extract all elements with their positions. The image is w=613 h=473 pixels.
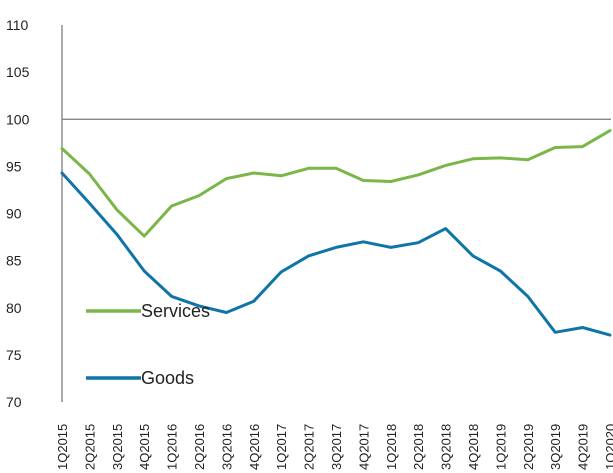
y-tick-label: 75 — [6, 347, 22, 363]
x-tick-label: 1Q2020 — [603, 424, 613, 470]
series-line-services — [60, 129, 612, 238]
x-tick-label: 2Q2018 — [411, 424, 426, 470]
y-axis: 70 75 80 85 90 95 100 105 110 — [6, 17, 63, 410]
y-tick-label: 100 — [6, 111, 30, 127]
x-tick-label: 3Q2017 — [329, 424, 344, 470]
x-tick-label: 1Q2018 — [384, 424, 399, 470]
x-tick-label: 4Q2015 — [137, 424, 152, 470]
legend-label-goods: Goods — [141, 368, 194, 388]
series-group — [60, 129, 612, 337]
x-tick-label: 3Q2016 — [219, 424, 234, 470]
x-tick-label: 2Q2016 — [192, 424, 207, 470]
legend-label-services: Services — [141, 301, 210, 321]
x-tick-label: 4Q2017 — [356, 424, 371, 470]
legend: Services Goods — [86, 301, 210, 388]
x-tick-label: 4Q2016 — [247, 424, 262, 470]
x-tick-label: 2Q2017 — [302, 424, 317, 470]
x-tick-label: 1Q2017 — [274, 424, 289, 470]
y-tick-label: 110 — [6, 17, 29, 33]
y-tick-label: 80 — [6, 300, 22, 316]
y-tick-label: 85 — [6, 253, 22, 269]
x-tick-label: 1Q2019 — [493, 424, 508, 470]
x-tick-label: 3Q2018 — [439, 424, 454, 470]
y-tick-label: 90 — [6, 206, 22, 222]
x-tick-label: 3Q2015 — [110, 424, 125, 470]
x-axis: 1Q2015 2Q2015 3Q2015 4Q2015 1Q2016 2Q2016 3Q20… — [55, 424, 613, 470]
y-tick-label: 95 — [6, 158, 22, 174]
x-tick-label: 1Q2016 — [165, 424, 180, 470]
x-tick-label: 2Q2019 — [521, 424, 536, 470]
y-tick-label: 105 — [6, 64, 30, 80]
x-tick-label: 4Q2019 — [576, 424, 591, 470]
y-tick-label: 70 — [6, 394, 22, 410]
x-tick-label: 1Q2015 — [55, 424, 70, 470]
x-tick-label: 3Q2019 — [548, 424, 563, 470]
x-tick-label: 4Q2018 — [466, 424, 481, 470]
x-tick-label: 2Q2015 — [82, 424, 97, 470]
